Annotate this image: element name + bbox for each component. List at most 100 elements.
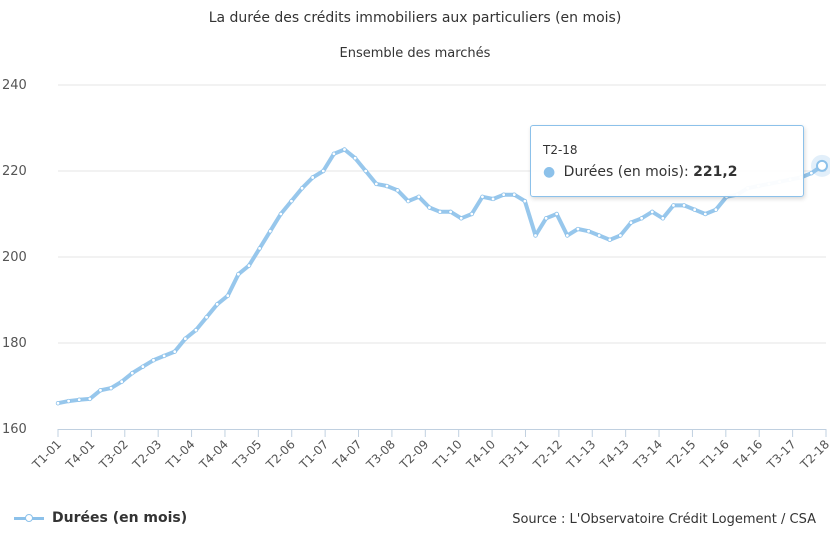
data-point	[703, 211, 708, 217]
tooltip-row: ● Durées (en mois): 221,2	[543, 164, 737, 180]
y-tick-label: 180	[2, 336, 27, 351]
data-point	[299, 185, 305, 191]
data-point	[809, 170, 814, 176]
x-tick-label: T2-15	[663, 437, 698, 472]
data-point	[257, 246, 262, 251]
data-point	[225, 293, 230, 298]
x-tick-label: T1-13	[563, 437, 598, 472]
tooltip-series-dot-icon: ●	[543, 164, 556, 180]
chart-subtitle: Ensemble des marchés	[339, 46, 491, 61]
y-tick-label: 220	[2, 164, 27, 179]
data-point	[193, 327, 199, 333]
chart-title: La durée des crédits immobiliers aux par…	[208, 10, 622, 26]
data-point	[480, 194, 485, 199]
y-tick-label: 200	[2, 250, 27, 265]
data-point	[543, 216, 549, 221]
data-point	[448, 209, 453, 215]
x-tick-label: T4-01	[62, 437, 97, 472]
x-tick-label: T1-04	[163, 437, 198, 472]
data-point	[55, 401, 61, 406]
y-tick-label: 240	[2, 78, 27, 93]
x-tick-label: T1-07	[296, 437, 331, 472]
data-point	[289, 198, 294, 204]
x-tick-label: T2-09	[396, 437, 431, 472]
x-tick-label: T4-04	[196, 437, 231, 472]
data-point	[596, 233, 602, 238]
y-tick-label: 160	[2, 422, 27, 437]
data-point	[214, 302, 220, 307]
tooltip-series-label: Durées (en mois):	[563, 164, 689, 180]
data-point	[501, 192, 506, 197]
data-point	[437, 209, 443, 215]
x-tick-label: T4-13	[597, 437, 632, 472]
tooltip-value: 221,2	[693, 164, 738, 180]
data-point	[522, 198, 528, 204]
x-tick-label: T4-16	[730, 437, 765, 472]
data-point	[586, 228, 591, 234]
data-point	[352, 155, 358, 161]
data-point	[512, 192, 517, 197]
data-point	[130, 370, 135, 376]
data-point	[161, 353, 167, 359]
data-point	[363, 168, 368, 174]
data-point	[66, 398, 71, 404]
data-point	[639, 216, 644, 221]
data-point	[321, 168, 326, 174]
data-point	[98, 388, 103, 393]
data-point	[77, 397, 82, 402]
data-point	[310, 175, 315, 180]
data-point	[459, 216, 464, 221]
x-tick-label: T2-12	[530, 437, 565, 472]
data-point	[151, 358, 156, 363]
data-point	[119, 379, 124, 384]
data-point	[384, 183, 390, 189]
data-point	[628, 220, 634, 225]
x-tick-label: T1-16	[697, 437, 732, 472]
data-point	[172, 349, 177, 354]
data-point	[533, 233, 538, 238]
data-point	[469, 211, 475, 217]
tooltip-header: T2-18	[543, 143, 578, 157]
data-point	[416, 194, 421, 199]
data-point	[490, 196, 496, 202]
data-point	[660, 216, 666, 221]
data-point	[108, 385, 114, 391]
data-point	[713, 207, 719, 212]
data-point	[204, 315, 209, 320]
legend-item-durees[interactable]: Durées (en mois)	[14, 510, 187, 526]
data-point	[278, 211, 284, 217]
data-point	[87, 396, 93, 402]
data-point	[618, 233, 623, 238]
highlight-point	[816, 159, 828, 172]
tooltip: T2-18 ● Durées (en mois): 221,2	[530, 125, 804, 197]
data-point	[395, 188, 400, 193]
x-tick-label: T2-03	[129, 437, 164, 472]
data-point	[681, 203, 687, 208]
data-point	[183, 336, 188, 341]
legend-label: Durées (en mois)	[52, 510, 188, 526]
x-tick-label: T2-06	[263, 437, 298, 472]
x-tick-label: T3-17	[764, 437, 799, 472]
data-point	[236, 272, 241, 277]
x-tick-label: T1-10	[430, 437, 465, 472]
x-tick-label: T3-02	[96, 437, 131, 472]
data-point	[671, 203, 676, 208]
x-tick-label: T3-05	[229, 437, 264, 472]
source-note: Source : L'Observatoire Crédit Logement …	[512, 512, 816, 527]
data-point	[607, 237, 612, 242]
data-point	[427, 205, 432, 210]
x-tick-label: T4-10	[463, 437, 498, 472]
data-point	[575, 226, 581, 232]
data-point	[565, 233, 570, 238]
x-tick-label: T2-18	[797, 437, 830, 472]
x-tick-label: T3-14	[630, 437, 665, 472]
data-point	[331, 151, 337, 156]
data-point	[246, 263, 252, 268]
data-point	[342, 147, 347, 152]
x-tick-label: T1-01	[29, 437, 64, 472]
x-tick-label: T3-08	[363, 437, 398, 472]
data-point	[140, 364, 146, 369]
x-tick-label: T3-11	[497, 437, 532, 472]
data-point	[554, 211, 559, 217]
